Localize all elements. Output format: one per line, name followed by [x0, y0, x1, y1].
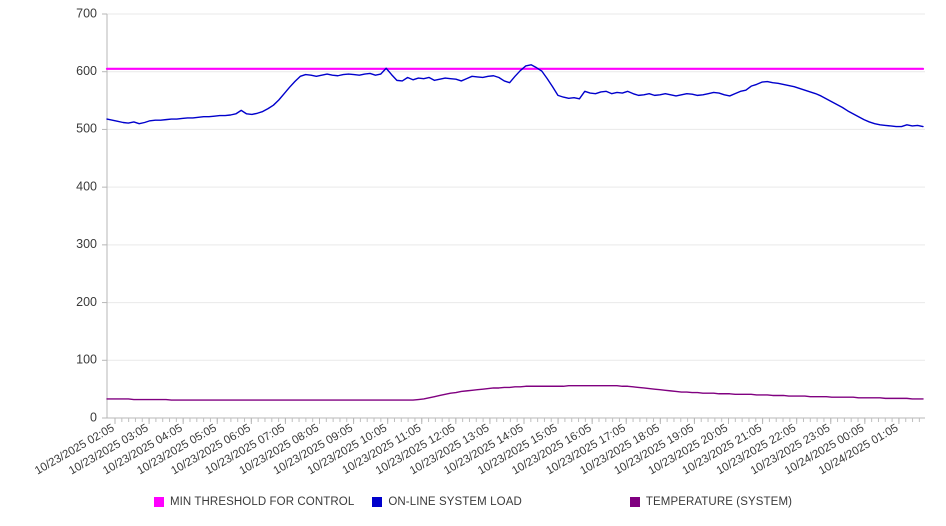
x-axis-minor-ticks [114, 418, 920, 422]
y-axis-tick-label: 600 [76, 64, 97, 78]
y-axis-tick-label: 0 [90, 410, 97, 424]
series-line-on-line-system-load [106, 64, 924, 128]
legend-label-temperature-system: TEMPERATURE (SYSTEM) [645, 496, 793, 508]
y-axis-tick-label: 400 [76, 179, 97, 193]
legend-label-on-line-system-load: ON-LINE SYSTEM LOAD [388, 496, 522, 508]
plot-background [107, 14, 925, 418]
y-axis-tick-label: 200 [76, 295, 97, 309]
legend-item-temperature-system[interactable]: TEMPERATURE (SYSTEM) [629, 496, 793, 508]
series-line-temperature-system [106, 384, 924, 401]
x-axis-major-ticks [114, 418, 900, 424]
legend-item-min-threshold-for-control[interactable]: MIN THRESHOLD FOR CONTROL [153, 496, 355, 508]
chart-legend: MIN THRESHOLD FOR CONTROL ON-LINE SYSTEM… [0, 496, 946, 508]
y-axis-tick-label: 300 [76, 237, 97, 251]
y-axis-tick-label: 500 [76, 122, 97, 136]
legend-swatch-min-threshold-for-control [153, 497, 164, 507]
series-layer [105, 64, 925, 401]
y-axis-tick-label: 700 [76, 6, 97, 20]
legend-label-min-threshold-for-control: MIN THRESHOLD FOR CONTROL [169, 496, 355, 508]
legend-item-on-line-system-load[interactable]: ON-LINE SYSTEM LOAD [372, 496, 522, 508]
y-axis-tick-label: 100 [76, 353, 97, 367]
y-axis-ticks: 0 100 200 300 400 500 600 700 [76, 6, 107, 424]
gridlines-group [107, 13, 925, 361]
legend-swatch-temperature-system [629, 497, 640, 507]
legend-swatch-on-line-system-load [372, 497, 383, 507]
